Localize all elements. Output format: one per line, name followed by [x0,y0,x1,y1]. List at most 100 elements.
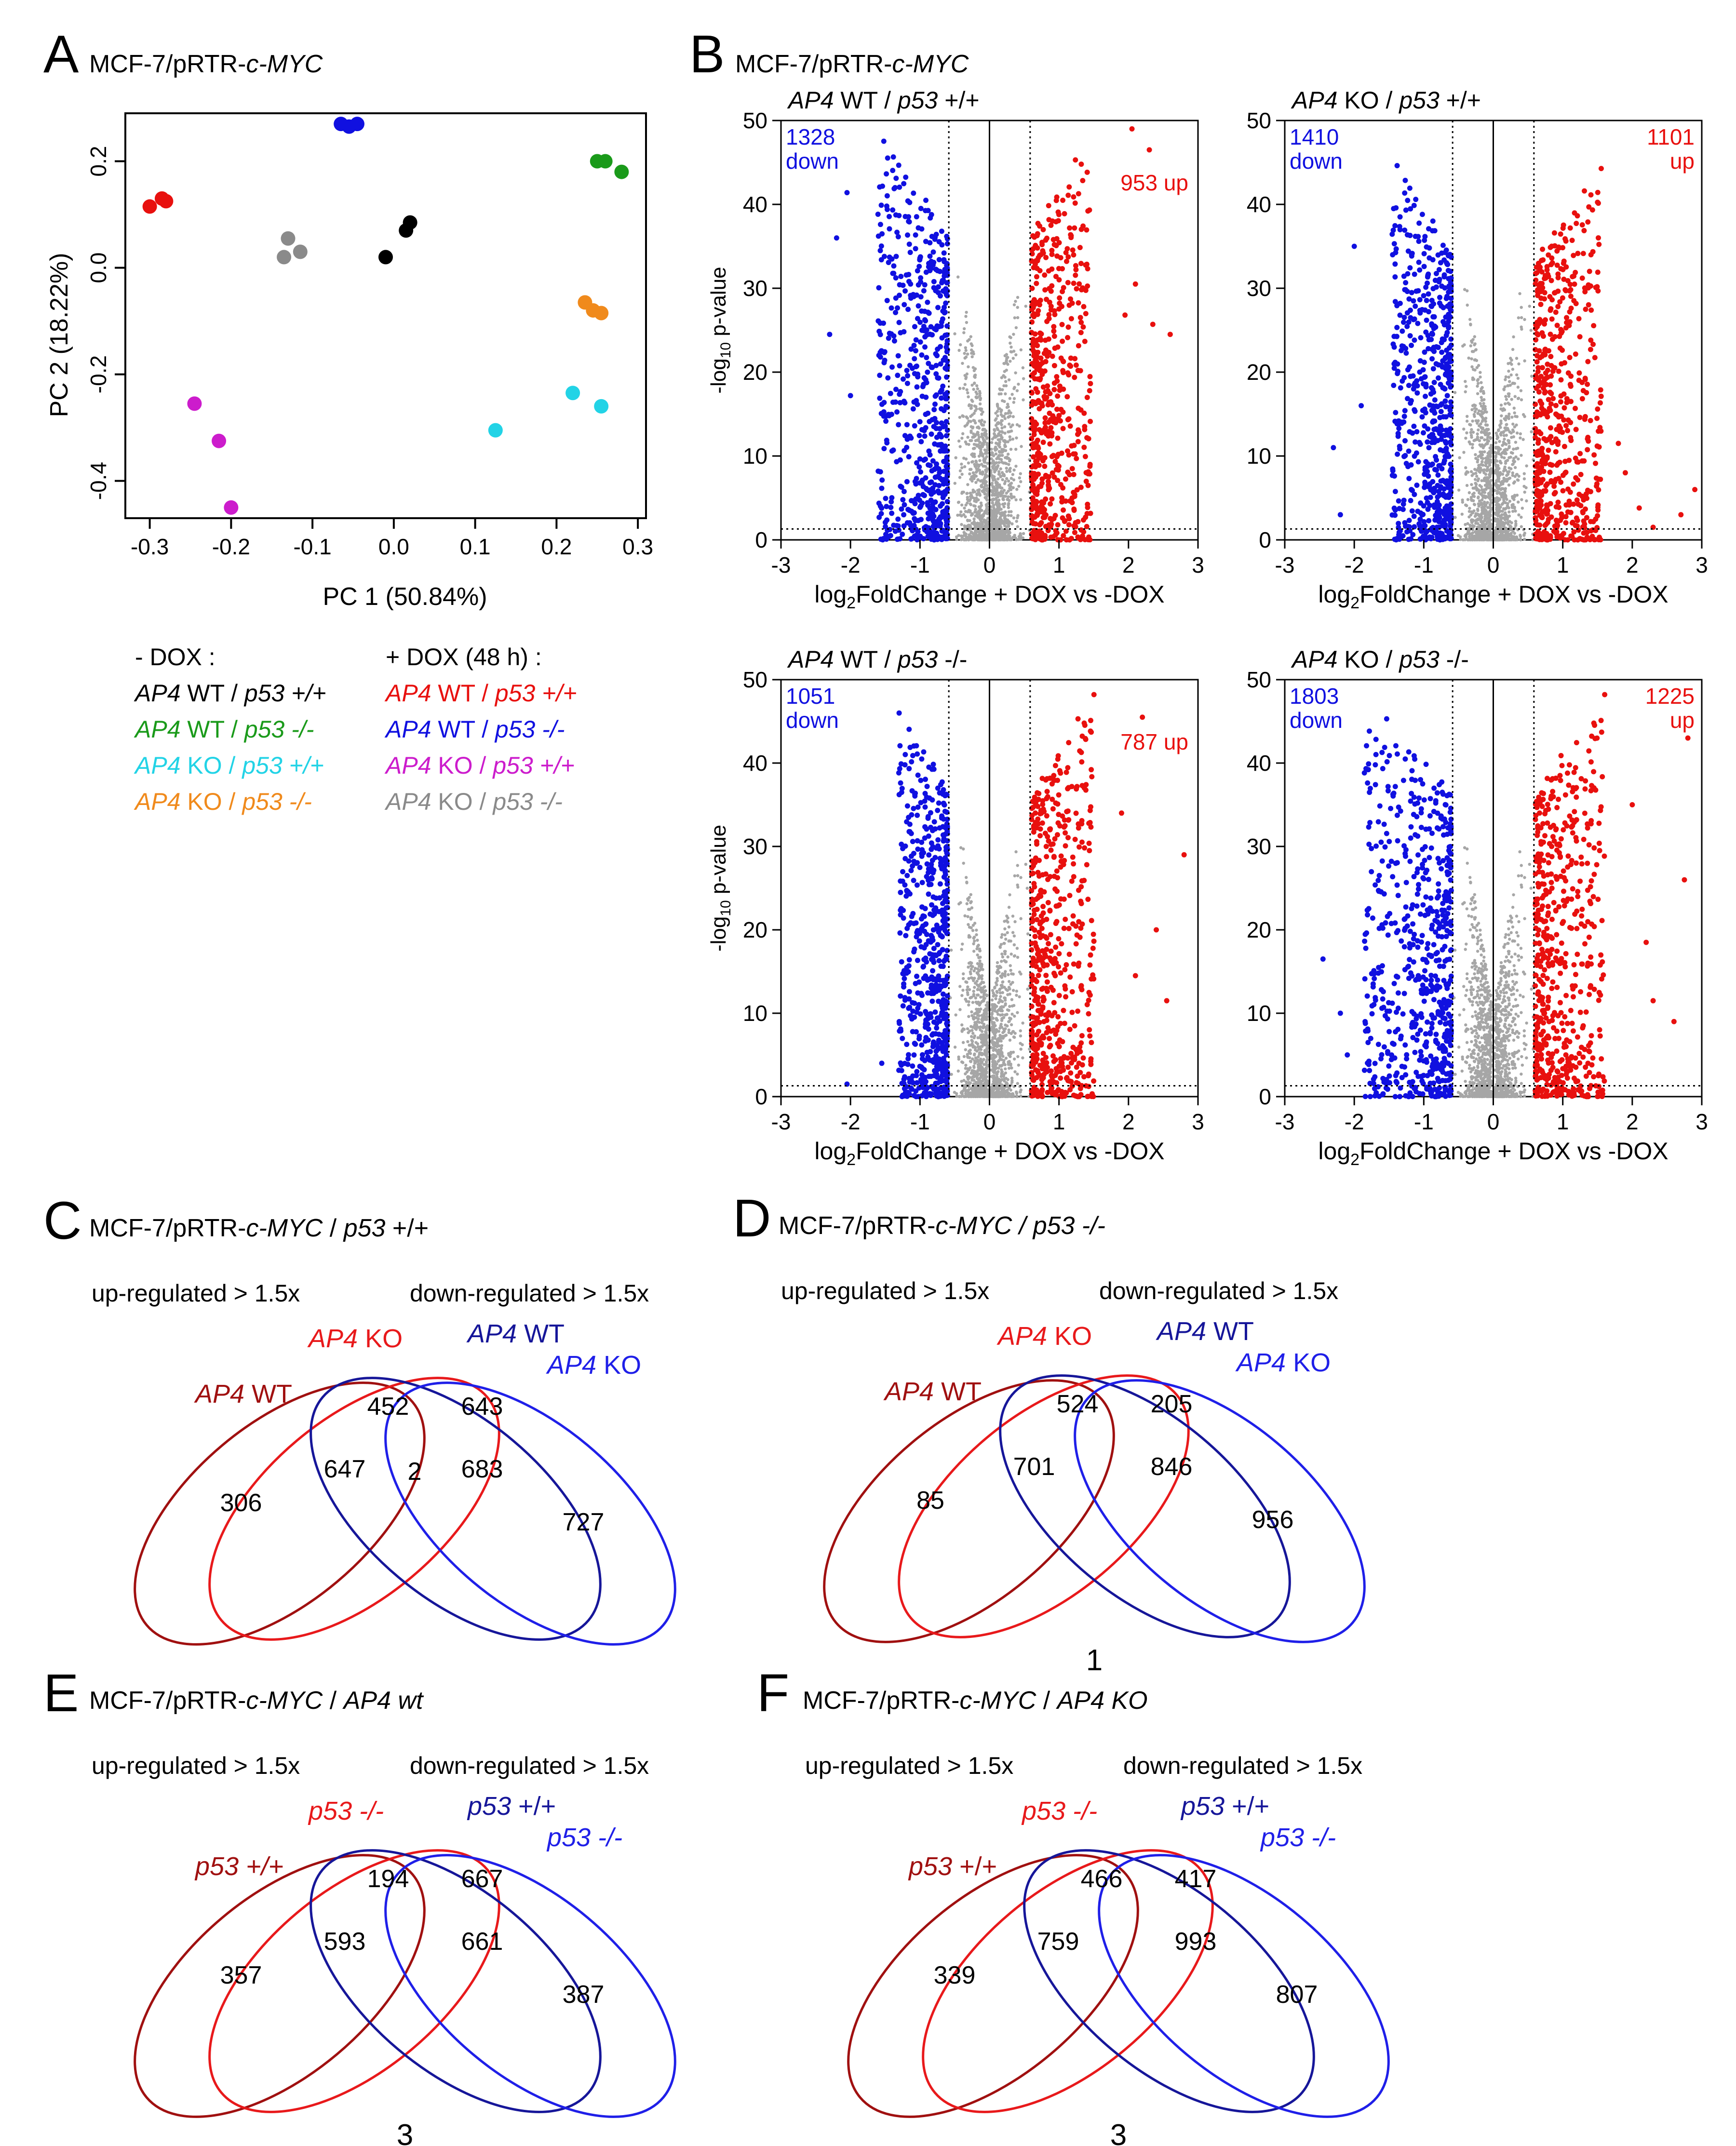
volcano-gray-point [1500,414,1503,417]
volcano-gray-point [993,433,996,436]
volcano-gray-point [994,418,997,422]
volcano-gray-point [1478,483,1481,487]
volcano-up-point [1077,281,1082,287]
volcano-up-point [1037,268,1043,274]
volcano-down-point [902,502,907,508]
volcano-down-point [1427,502,1433,508]
volcano-gray-point [1471,419,1474,423]
volcano-down-point [1403,280,1409,285]
volcano-down-point [925,369,930,375]
volcano-up-point [1049,248,1055,254]
volcano-down-point [1410,373,1416,379]
volcano-gray-point [969,415,972,418]
volcano-gray-point [1001,535,1005,539]
volcano-down-point [1417,516,1423,522]
volcano-up-point [1548,278,1554,283]
volcano-gray-point [990,511,993,515]
volcano-gray-point [1512,498,1516,501]
volcano-gray-point [960,503,964,507]
volcano-gray-point [1503,456,1506,460]
volcano-gray-point [963,374,967,377]
volcano-down-point [877,332,883,337]
volcano-gray-point [963,465,967,469]
pca-x-tick-label: 0.0 [378,534,409,559]
volcano-down-point [1436,375,1441,381]
volcano-up-point [1066,372,1072,378]
volcano-gray-point [1481,389,1485,393]
volcano-down-point [891,523,897,528]
volcano-down-point [1395,451,1400,457]
volcano-gray-point [1479,422,1482,426]
volcano-gray-point [1005,491,1009,495]
volcano-down-point [893,254,899,259]
volcano-gray-point [963,356,967,360]
volcano-down-point [1412,408,1418,414]
volcano-up-point [1034,499,1040,505]
volcano-down-point [904,368,910,374]
volcano-down-point [890,154,896,160]
volcano-down-point [1409,251,1415,256]
volcano-gray-point [963,383,967,386]
volcano-down-point [886,260,891,266]
volcano-gray-point [1465,533,1468,536]
volcano-up-point [1588,347,1593,352]
volcano-up-point [1551,230,1557,236]
volcano-gray-point [1504,378,1507,381]
volcano-down-point [921,428,927,433]
volcano-gray-point [1476,384,1479,388]
volcano-up-point [1036,450,1042,456]
volcano-gray-point [1516,446,1520,450]
volcano-up-point [1069,443,1075,449]
volcano-down-point [934,461,940,467]
volcano-up-point [1581,188,1587,194]
volcano-down-point [1408,497,1413,503]
volcano-gray-point [1005,357,1009,360]
volcano-down-point [1446,364,1452,370]
volcano-gray-point [1494,451,1497,454]
volcano-up-point [1071,490,1077,496]
volcano-up-point [1065,469,1071,475]
volcano-gray-point [980,435,983,438]
volcano-gray-point [1479,453,1483,456]
volcano-down-point [893,212,899,218]
volcano-down-point [1396,498,1401,504]
volcano-gray-point [1005,368,1008,372]
volcano-down-point [1429,356,1435,362]
volcano-gray-point [967,443,970,446]
volcano-down-point [875,211,881,217]
volcano-up-point [1035,258,1040,264]
volcano-down-point [906,219,912,225]
volcano-gray-point [984,497,988,500]
volcano-down-point [899,506,904,512]
panel-b-title-italic: c-MYC [892,50,969,78]
volcano-up-point [1030,483,1036,489]
volcano-up-point [1051,387,1057,392]
volcano-up-point [1064,448,1070,454]
volcano-up-point [1049,496,1055,502]
volcano-up-point [1573,427,1579,432]
volcano-gray-point [1468,318,1472,321]
volcano-down-point [1411,423,1417,429]
volcano-gray-point [1481,412,1484,416]
volcano-down-point [1428,385,1434,390]
volcano-up-point [1081,410,1087,416]
volcano-gray-point [1495,486,1499,490]
volcano-gray-point [1511,459,1515,463]
volcano-gray-point [1513,538,1516,541]
volcano-down-point [944,374,950,380]
volcano-down-point [925,529,931,535]
volcano-gray-point [1523,359,1526,362]
volcano-gray-point [986,443,989,447]
volcano-gray-point [1014,498,1018,502]
volcano-gray-point [996,464,1000,468]
volcano-up-point [1078,407,1084,413]
volcano-down-point [888,305,894,311]
volcano-down-point [923,239,929,244]
volcano-down-point [915,268,920,274]
volcano-gray-point [1514,522,1518,525]
volcano-gray-point [1516,500,1520,504]
pca-y-label: PC 2 (18.22%) [45,253,73,417]
volcano-down-point [922,334,928,340]
volcano-down-point [924,355,929,361]
volcano-gray-point [998,388,1002,391]
